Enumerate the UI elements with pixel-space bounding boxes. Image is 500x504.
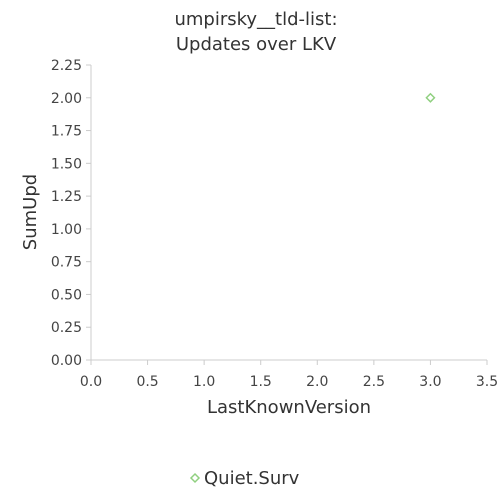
chart-title-line-1: umpirsky__tld-list: — [174, 9, 337, 30]
x-tick-label: 3.5 — [476, 374, 498, 390]
x-tick-label: 3.0 — [419, 374, 441, 390]
x-ticks: 0.0 0.5 1.0 1.5 2.0 2.5 3.0 3.5 — [80, 360, 498, 390]
chart-title-line-2: Updates over LKV — [176, 34, 337, 55]
y-tick-label: 0.00 — [51, 353, 82, 369]
y-tick-label: 1.50 — [51, 156, 82, 172]
x-tick-label: 1.5 — [250, 374, 272, 390]
y-tick-label: 1.00 — [51, 222, 82, 238]
y-tick-label: 2.25 — [51, 58, 82, 74]
data-points — [425, 92, 436, 103]
legend-marker — [189, 472, 201, 484]
x-tick-label: 2.0 — [306, 374, 328, 390]
data-point — [425, 92, 436, 103]
axes — [90, 65, 487, 361]
y-ticks: 0.00 0.25 0.50 0.75 1.00 1.25 1.50 1.75 2.00 2.25 — [51, 58, 91, 369]
x-tick-label: 0.0 — [80, 374, 102, 390]
y-axis-title: SumUpd — [20, 174, 41, 250]
y-tick-label: 0.75 — [51, 255, 82, 271]
y-tick-label: 2.00 — [51, 91, 82, 107]
x-tick-label: 0.5 — [136, 374, 158, 390]
x-tick-label: 1.0 — [193, 374, 215, 390]
y-tick-label: 1.75 — [51, 124, 82, 140]
legend-label: Quiet.Surv — [204, 468, 300, 489]
y-tick-label: 0.50 — [51, 287, 82, 303]
y-tick-label: 0.25 — [51, 320, 82, 336]
legend: Quiet.Surv — [189, 468, 300, 489]
x-tick-label: 2.5 — [363, 374, 385, 390]
y-tick-label: 1.25 — [51, 189, 82, 205]
x-axis-title: LastKnownVersion — [207, 397, 371, 418]
